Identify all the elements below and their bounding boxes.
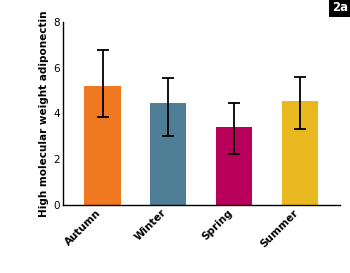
Y-axis label: High molecular weight adiponectin: High molecular weight adiponectin — [40, 10, 49, 216]
Text: 2a: 2a — [332, 1, 348, 14]
Bar — [150, 103, 187, 205]
Bar — [282, 101, 318, 205]
Bar — [216, 127, 252, 205]
Bar — [84, 86, 121, 205]
